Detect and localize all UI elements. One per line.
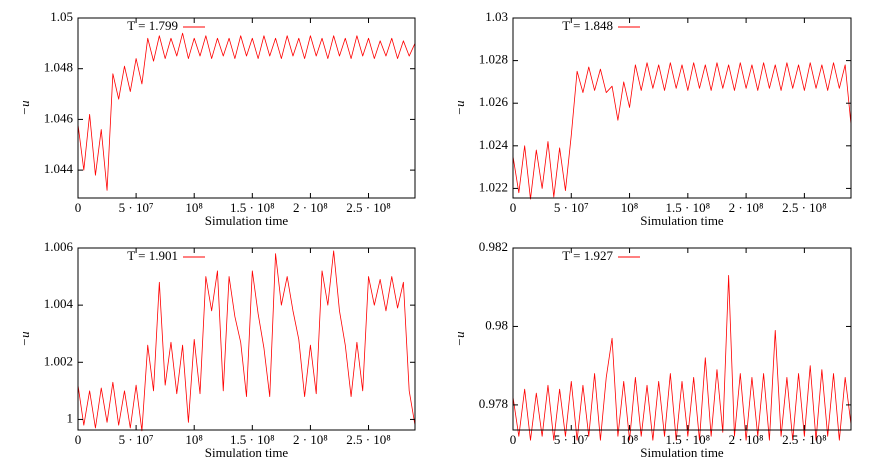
- x-tick-label: 5 · 10⁷: [554, 200, 589, 215]
- y-tick-label: 1.044: [44, 161, 74, 176]
- y-tick-label: 1.002: [44, 353, 73, 368]
- plot-frame: [512, 17, 852, 199]
- y-axis-label: −u: [17, 331, 32, 347]
- x-tick-label: 2.5 · 10⁸: [346, 432, 391, 447]
- y-tick-label: 1.006: [44, 239, 74, 254]
- y-tick-label: 0.982: [479, 239, 508, 254]
- y-axis-label: −u: [17, 100, 32, 116]
- x-tick-label: 1.5 · 10⁸: [666, 200, 711, 215]
- plot-frame: [512, 247, 852, 431]
- y-axis-label: −u: [452, 100, 467, 116]
- y-tick-label: 1.05: [50, 9, 73, 24]
- x-tick-label: 0: [75, 432, 82, 447]
- x-tick-label: 10⁸: [621, 200, 639, 215]
- x-tick-label: 0: [510, 432, 517, 447]
- x-tick-label: 1.5 · 10⁸: [230, 432, 275, 447]
- y-tick-label: 1: [67, 410, 74, 425]
- x-tick-label: 0: [510, 200, 517, 215]
- x-tick-label: 2.5 · 10⁸: [346, 200, 391, 215]
- x-tick-label: 5 · 10⁷: [119, 432, 154, 447]
- x-axis-label: Simulation time: [205, 445, 289, 460]
- x-tick-label: 5 · 10⁷: [554, 432, 589, 447]
- x-tick-label: 2.5 · 10⁸: [782, 200, 827, 215]
- legend-label: T = 1.799: [127, 18, 178, 33]
- x-tick-label: 10⁸: [185, 200, 203, 215]
- data-line: [77, 32, 416, 191]
- y-tick-label: 1.024: [479, 137, 509, 152]
- x-tick-label: 5 · 10⁷: [119, 200, 154, 215]
- data-line: [77, 250, 416, 432]
- x-tick-label: 1.5 · 10⁸: [666, 432, 711, 447]
- x-tick-label: 1.5 · 10⁸: [230, 200, 275, 215]
- x-axis-label: Simulation time: [640, 213, 724, 228]
- x-tick-label: 2 · 10⁸: [293, 432, 328, 447]
- legend-label: T = 1.901: [127, 248, 178, 263]
- data-line: [512, 62, 852, 200]
- y-tick-label: 1.03: [485, 9, 508, 24]
- y-tick-label: 0.978: [479, 396, 508, 411]
- y-tick-label: 1.026: [479, 94, 509, 109]
- y-tick-label: 1.022: [479, 179, 508, 194]
- y-tick-label: 1.048: [44, 60, 73, 75]
- plot-frame: [77, 17, 416, 199]
- data-line: [512, 275, 852, 441]
- x-axis-label: Simulation time: [205, 213, 289, 228]
- y-tick-label: 1.004: [44, 296, 74, 311]
- x-tick-label: 10⁸: [185, 432, 203, 447]
- x-axis-label: Simulation time: [640, 445, 724, 460]
- y-tick-label: 1.046: [44, 110, 74, 125]
- y-axis-label: −u: [452, 331, 467, 347]
- legend-label: T = 1.927: [562, 248, 613, 263]
- x-tick-label: 10⁸: [621, 432, 639, 447]
- x-tick-label: 2 · 10⁸: [729, 432, 764, 447]
- x-tick-label: 2 · 10⁸: [729, 200, 764, 215]
- x-tick-label: 2.5 · 10⁸: [782, 432, 827, 447]
- x-tick-label: 0: [75, 200, 82, 215]
- legend-label: T = 1.848: [562, 18, 613, 33]
- y-tick-label: 1.028: [479, 52, 508, 67]
- plot-frame: [77, 247, 416, 431]
- y-tick-label: 0.98: [485, 317, 508, 332]
- x-tick-label: 2 · 10⁸: [293, 200, 328, 215]
